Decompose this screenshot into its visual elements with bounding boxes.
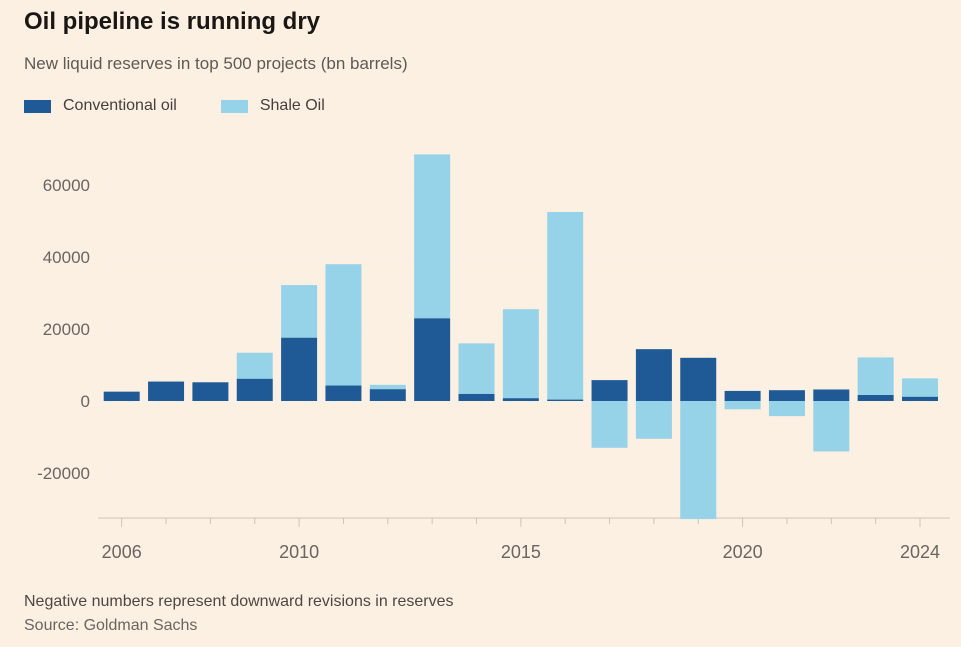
bar-conventional-oil-2011 [325,385,362,401]
bar-conventional-oil-2006 [103,391,140,401]
y-tick-label-20000: 20000 [43,320,90,339]
bar-conventional-oil-2008 [192,382,229,401]
chart-legend: Conventional oil Shale Oil [24,97,325,115]
bar-shale-oil-2009 [236,352,273,379]
bar-shale-oil-2021 [768,401,805,417]
bar-shale-oil-2020 [724,401,761,410]
legend-swatch-icon [24,99,51,113]
bar-shale-oil-2024 [902,378,938,397]
bar-chart: 60000 40000 20000 0 -20000 2006 2010 2015 2020 20… [37,154,950,562]
bar-conventional-oil-2014 [458,393,495,401]
x-tick-label-2010: 2010 [279,542,319,562]
bar-shale-oil-2022 [813,401,850,452]
chart-source: Source: Goldman Sachs [24,617,198,634]
x-tick-label-2020: 2020 [723,542,763,562]
legend-item-shale-oil: Shale Oil [220,97,325,115]
bar-conventional-oil-2012 [369,389,406,401]
bar-shale-oil-2015 [502,309,539,399]
y-tick-label-40000: 40000 [43,248,90,267]
legend-label: Conventional oil [63,97,177,114]
bar-shale-oil-2019 [680,401,717,520]
bar-conventional-oil-2016 [547,399,584,401]
x-tick-label-2015: 2015 [501,542,541,562]
bar-shale-oil-2010 [281,285,318,338]
bar-conventional-oil-2021 [768,390,805,401]
bar-conventional-oil-2019 [680,357,717,401]
chart-footnote: Negative numbers represent downward revi… [24,593,454,610]
chart-title: Oil pipeline is running dry [24,8,321,35]
bar-conventional-oil-2009 [236,378,273,401]
bar-conventional-oil-2017 [591,380,628,401]
y-tick-label--20000: -20000 [37,464,90,483]
bar-shale-oil-2018 [635,401,672,439]
bar-shale-oil-2013 [414,154,451,319]
x-tick-label-2006: 2006 [102,542,142,562]
y-tick-label-0: 0 [81,392,90,411]
y-tick-label-60000: 60000 [43,176,90,195]
bar-conventional-oil-2018 [635,349,672,401]
bar-shale-oil-2011 [325,264,362,386]
bar-shale-oil-2017 [591,401,628,448]
bar-conventional-oil-2024 [902,396,938,401]
bar-shale-oil-2012 [369,384,406,390]
x-tick-label-2024: 2024 [900,542,940,562]
bar-conventional-oil-2010 [281,337,318,401]
legend-swatch-icon [220,99,248,113]
bar-conventional-oil-2020 [724,390,761,401]
bar-shale-oil-2023 [857,357,894,395]
legend-item-conventional-oil: Conventional oil [24,97,177,115]
bar-conventional-oil-2013 [414,318,451,401]
bar-conventional-oil-2022 [813,389,850,401]
bar-shale-oil-2014 [458,343,495,394]
bar-conventional-oil-2015 [502,398,539,401]
chart-subtitle: New liquid reserves in top 500 projects … [24,54,408,73]
bar-conventional-oil-2007 [148,381,185,401]
bar-conventional-oil-2023 [857,394,894,401]
legend-label: Shale Oil [259,97,325,114]
bar-shale-oil-2016 [547,212,584,400]
